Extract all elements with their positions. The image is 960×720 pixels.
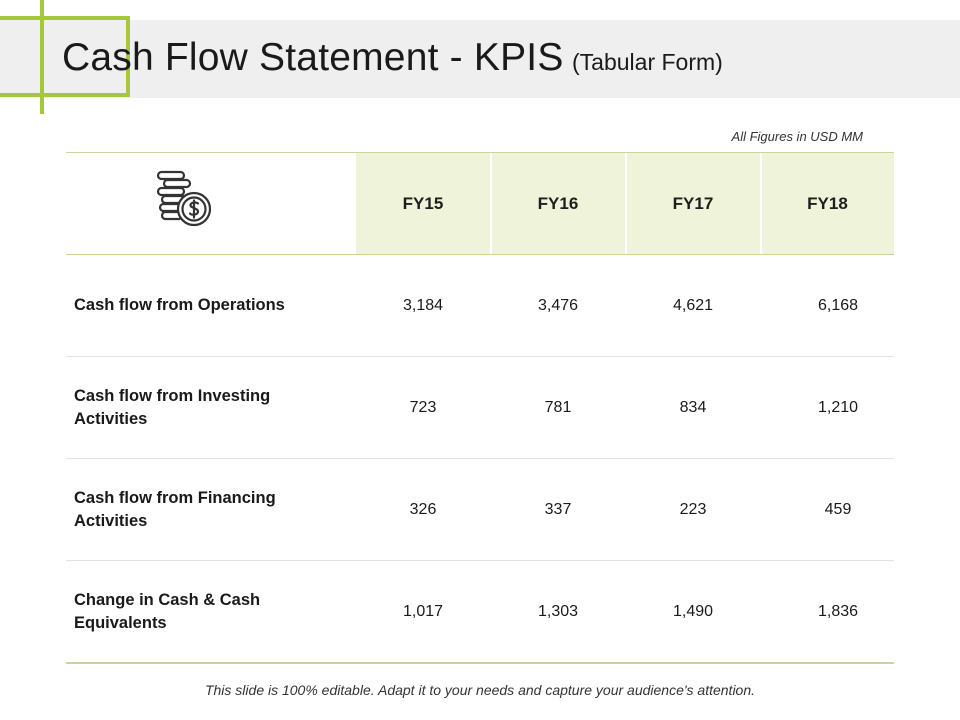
table-bottom-rule [66, 662, 894, 664]
table-cell: 834 [679, 398, 707, 416]
table-cell: 1,836 [817, 602, 859, 620]
column-header: FY16 [537, 193, 579, 213]
title-subtitle: (Tabular Form) [572, 49, 723, 75]
row-label-change-in-cash: Change in Cash & Cash Equivalents [74, 590, 261, 632]
footer-note: This slide is 100% editable. Adapt it to… [204, 682, 756, 698]
row-label-investing: Cash flow from Investing Activities [74, 386, 271, 428]
row-separator [66, 458, 894, 459]
header-col-1: FY16 [491, 153, 625, 254]
table-top-rule [66, 152, 894, 153]
table-cell: 781 [544, 398, 572, 416]
table-cell: 3,476 [537, 296, 579, 314]
table-cell: 223 [679, 500, 707, 518]
accent-bar-stub [126, 16, 130, 97]
header-column-separator [490, 153, 492, 254]
table-cell: 1,490 [672, 602, 714, 620]
row-separator [66, 356, 894, 357]
row-label-operations: Cash flow from Operations [74, 296, 285, 314]
header-col-3: FY18 [761, 153, 894, 254]
accent-bar-vertical [40, 0, 44, 114]
units-note: All Figures in USD MM [731, 129, 863, 144]
table-cell: 326 [409, 500, 437, 518]
row-separator [66, 560, 894, 561]
table-cell: 3,184 [402, 296, 444, 314]
header-column-separator [625, 153, 627, 254]
header-col-2: FY17 [626, 153, 760, 254]
table-cell: 1,303 [537, 602, 579, 620]
title-band [0, 20, 960, 98]
table-cell: 1,210 [817, 398, 859, 416]
header-bottom-rule [66, 254, 894, 255]
title-main: Cash Flow Statement - KPIS [62, 36, 564, 79]
table-cell: 723 [409, 398, 437, 416]
header-col-0: FY15 [356, 153, 490, 254]
table-cell: 6,168 [817, 296, 859, 314]
slide-title: Cash Flow Statement - KPIS (Tabular Form… [62, 36, 723, 86]
column-header: FY17 [672, 193, 714, 213]
accent-bar-horizontal [0, 93, 130, 97]
row-label-financing: Cash flow from Financing Activities [74, 488, 276, 530]
table-cell: 4,621 [672, 296, 714, 314]
accent-bar-top [0, 16, 130, 20]
table-cell: 1,017 [402, 602, 444, 620]
table-cell: 337 [544, 500, 572, 518]
table-cell: 459 [824, 500, 852, 518]
column-header: FY15 [402, 193, 444, 213]
header-column-separator [760, 153, 762, 254]
coin-stack-dollar-icon [150, 168, 216, 230]
column-header: FY18 [807, 193, 848, 213]
